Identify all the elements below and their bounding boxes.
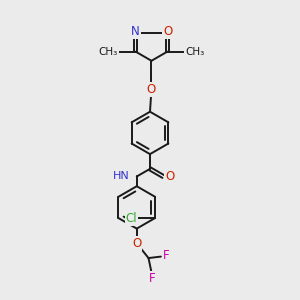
Text: F: F	[149, 272, 155, 285]
Text: CH₃: CH₃	[98, 47, 117, 57]
Text: F: F	[163, 250, 169, 262]
Text: N: N	[131, 26, 140, 38]
Text: Cl: Cl	[126, 212, 137, 224]
Text: CH₃: CH₃	[185, 47, 205, 57]
Text: O: O	[132, 237, 141, 250]
Text: O: O	[165, 170, 174, 183]
Text: O: O	[147, 83, 156, 96]
Text: HN: HN	[112, 171, 129, 181]
Text: O: O	[163, 26, 172, 38]
